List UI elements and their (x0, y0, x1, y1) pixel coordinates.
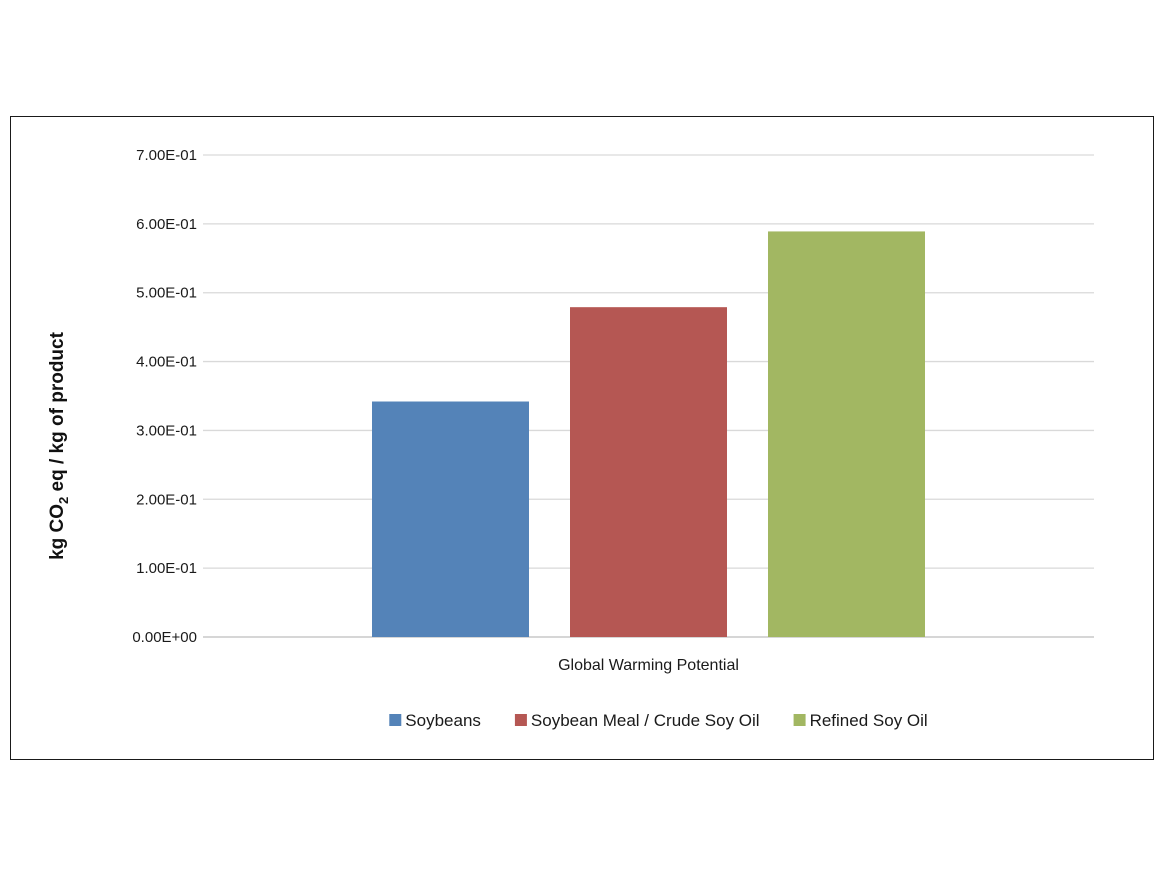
y-axis-title: kg CO2 eq / kg of product (47, 331, 71, 560)
bars (372, 231, 925, 637)
y-tick-label: 2.00E-01 (136, 491, 197, 508)
x-category-label: Global Warming Potential (558, 657, 739, 674)
legend-item: Refined Soy Oil (793, 711, 928, 730)
y-tick-label: 5.00E-01 (136, 285, 197, 302)
y-tick-label: 0.00E+00 (132, 629, 197, 646)
y-tick-label: 7.00E-01 (136, 147, 197, 164)
legend-swatch (514, 714, 527, 726)
bar-refined-soy-oil (768, 231, 925, 637)
y-tick-labels: 0.00E+00 1.00E-01 2.00E-01 3.00E-01 4.00E-01… (132, 147, 197, 646)
legend-label: Soybeans (405, 711, 481, 730)
bar-soybean-meal-crude-soy-oil (570, 307, 727, 637)
legend-label: Refined Soy Oil (810, 711, 928, 730)
legend-item: Soybeans (389, 711, 481, 730)
y-tick-label: 3.00E-01 (136, 422, 197, 439)
legend-swatch (389, 714, 402, 726)
bar-soybeans (372, 401, 529, 637)
y-tick-label: 4.00E-01 (136, 354, 197, 371)
legend: Soybeans Soybean Meal / Crude Soy Oil Refi… (389, 711, 928, 730)
legend-swatch (793, 714, 806, 726)
legend-item: Soybean Meal / Crude Soy Oil (514, 711, 760, 730)
y-tick-label: 6.00E-01 (136, 216, 197, 233)
legend-label: Soybean Meal / Crude Soy Oil (531, 711, 760, 730)
x-category-labels: Global Warming Potential (558, 657, 739, 674)
y-tick-label: 1.00E-01 (136, 560, 197, 577)
